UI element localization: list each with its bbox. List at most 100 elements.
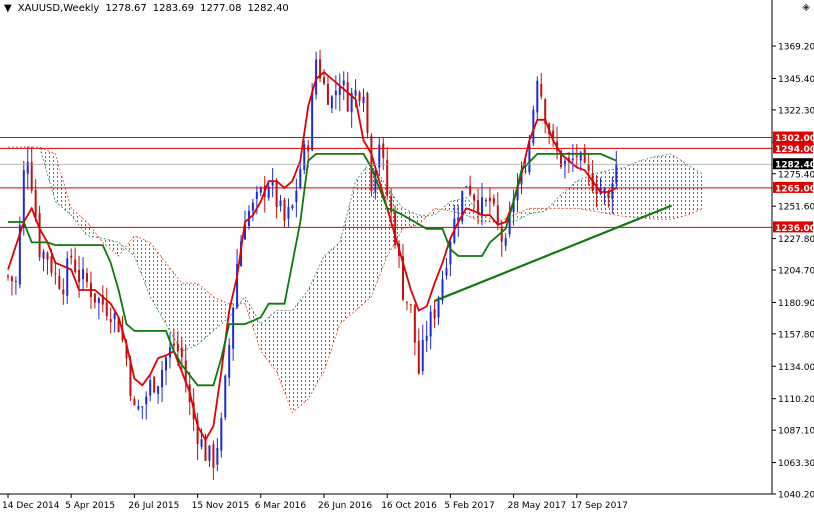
kumo-segment [75, 211, 80, 226]
support-trendline[interactable] [434, 204, 673, 302]
candle-body [603, 189, 606, 192]
kumo-segment [110, 240, 115, 253]
kumo-segment [620, 167, 625, 217]
price-tick-label: 1369.20 [778, 43, 814, 53]
candle-body [528, 141, 531, 173]
candle-body [457, 217, 460, 223]
candle-body [10, 276, 13, 282]
kumo-segment [434, 208, 439, 216]
kumo-segment [130, 235, 135, 256]
level-label: 1302.00 [775, 134, 814, 144]
candle-body [386, 159, 389, 196]
kumo-segment [205, 290, 210, 338]
candle-body [338, 87, 341, 95]
kumo-segment [193, 283, 198, 347]
candle-body [465, 186, 468, 188]
candle-body [477, 200, 480, 214]
kumo-segment [347, 196, 352, 318]
price-tick-label: 1180.90 [778, 299, 814, 309]
kumo-segment [248, 303, 253, 328]
kijun-sen-line [8, 153, 617, 387]
level-label: 1294.00 [775, 145, 814, 155]
kumo-segment [580, 177, 585, 210]
kumo-segment [185, 283, 190, 350]
candle-body [137, 406, 140, 409]
kumo-segment [351, 181, 356, 314]
kumo-segment [659, 155, 664, 220]
kumo-segment [691, 167, 696, 214]
candle-body [220, 418, 223, 451]
kumo-segment [699, 171, 704, 211]
candle-body [504, 238, 507, 246]
candle-body [421, 339, 424, 372]
kumo-segment [529, 208, 534, 214]
kumo-segment [256, 317, 261, 352]
candle-body [496, 205, 499, 225]
candle-body [481, 197, 483, 215]
candle-body [204, 439, 207, 461]
kumo-segment [564, 187, 569, 209]
kumo-segment [446, 201, 451, 212]
candle-body [255, 192, 258, 199]
candle-body [362, 96, 365, 104]
candle-body [571, 158, 574, 161]
kumo-segment [241, 296, 245, 304]
collapse-triangle-icon[interactable]: ▼ [4, 3, 12, 14]
candle-body [133, 398, 136, 406]
candle-body [441, 279, 444, 301]
time-tick-label: 16 Oct 2016 [381, 501, 437, 511]
candle-body [532, 109, 535, 144]
kumo-segment [162, 257, 166, 325]
kumo-segment [418, 215, 423, 225]
kumo-segment [276, 310, 281, 382]
kumo-segment [671, 153, 676, 220]
candle-body [50, 256, 53, 273]
kumo-segment [264, 317, 269, 362]
kumo-segment [221, 300, 226, 325]
time-tick-label: 28 May 2017 [508, 501, 567, 511]
kumo-segment [525, 208, 530, 216]
candle-body [433, 309, 436, 319]
kumo-segment [177, 278, 182, 352]
kumo-segment [39, 147, 44, 161]
kumo-segment [343, 211, 348, 321]
price-tick-label: 1204.70 [778, 267, 814, 277]
candle-body [342, 80, 345, 86]
candle-body [417, 340, 420, 374]
candle-body [500, 226, 503, 242]
kumo-segment [158, 252, 163, 318]
kumo-segment [197, 283, 202, 345]
candle-body [251, 202, 254, 211]
kumo-segment [608, 169, 613, 215]
candle-body [552, 130, 555, 139]
candle-body [109, 319, 112, 323]
candle-body [157, 386, 160, 394]
kumo-segment [98, 237, 103, 243]
kumo-segment [106, 239, 111, 250]
candle-body [42, 251, 45, 259]
candle-body [287, 207, 290, 219]
candle-body [54, 273, 57, 275]
kumo-segment [284, 310, 289, 403]
candle-body [560, 150, 562, 167]
price-tick-label: 1063.30 [778, 459, 814, 469]
kumo-segment [335, 242, 340, 336]
kumo-segment [300, 295, 305, 406]
kumo-segment [537, 208, 542, 213]
candle-body [378, 144, 381, 168]
kumo-segment [403, 208, 407, 229]
candle-body [354, 90, 357, 96]
candle-body [34, 189, 37, 218]
candle-body [208, 445, 211, 461]
candle-body [62, 289, 65, 295]
kumo-segment [79, 215, 84, 231]
kumo-segment [213, 296, 218, 331]
candle-body [520, 172, 523, 185]
candle-body [161, 369, 164, 388]
candle-body [267, 186, 270, 199]
kumo-segment [339, 227, 344, 325]
kumo-segment [173, 273, 178, 345]
last-price-label-box [773, 158, 813, 170]
